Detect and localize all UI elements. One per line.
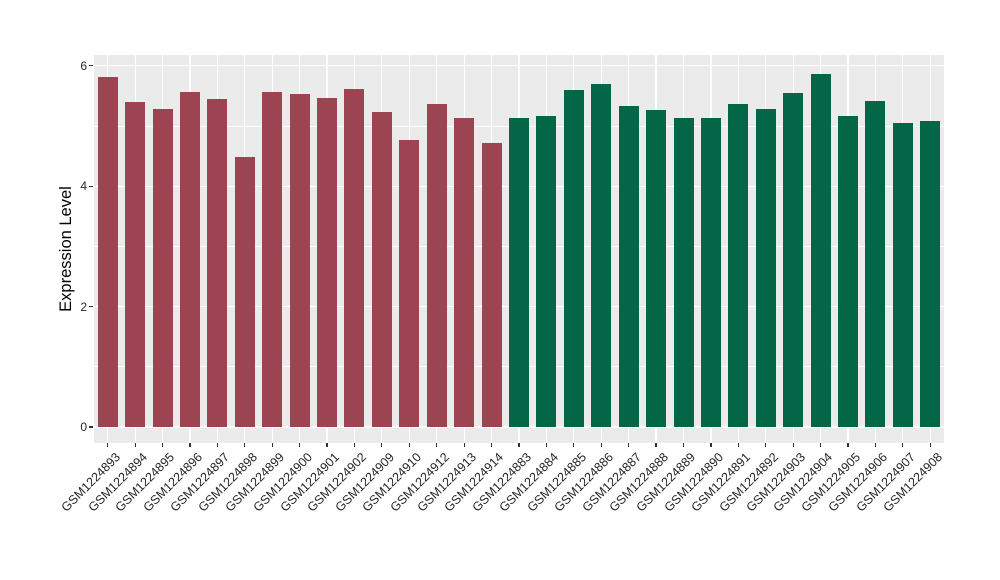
bar-GSM1224886 <box>591 84 612 427</box>
y-tick-label: 4 <box>80 179 87 194</box>
bar-GSM1224885 <box>563 89 584 427</box>
y-tick-label: 2 <box>80 299 87 314</box>
y-tick-mark <box>89 65 93 67</box>
x-tick-mark <box>929 443 931 447</box>
x-tick-mark <box>161 443 164 447</box>
y-tick-mark <box>89 426 93 428</box>
bar-GSM1224898 <box>234 156 255 427</box>
x-tick-mark <box>271 443 273 447</box>
bar-GSM1224890 <box>700 117 721 427</box>
bar-GSM1224888 <box>646 109 667 427</box>
bar-GSM1224913 <box>454 118 475 427</box>
x-tick-mark <box>765 443 767 447</box>
x-tick-mark <box>353 443 356 447</box>
bar-GSM1224897 <box>207 98 228 427</box>
bar-GSM1224887 <box>618 106 639 427</box>
x-tick-mark <box>299 443 301 447</box>
x-tick-mark <box>134 443 136 447</box>
x-tick-mark <box>107 443 109 447</box>
bar-GSM1224910 <box>399 139 420 427</box>
y-tick-mark <box>89 306 93 308</box>
x-tick-mark <box>655 443 657 447</box>
bar-GSM1224908 <box>920 120 941 427</box>
x-tick-mark <box>545 443 547 447</box>
x-tick-mark <box>792 443 794 447</box>
x-tick-mark <box>216 443 218 447</box>
bar-GSM1224907 <box>892 122 913 427</box>
bar-GSM1224901 <box>317 97 338 427</box>
x-tick-mark <box>189 443 191 447</box>
bar-GSM1224902 <box>344 88 365 427</box>
x-tick-mark <box>381 443 383 447</box>
x-tick-mark <box>902 443 904 447</box>
x-tick-mark <box>463 443 465 447</box>
gridline-major <box>94 65 944 67</box>
x-tick-mark <box>490 443 493 447</box>
x-tick-mark <box>820 443 822 447</box>
bar-GSM1224909 <box>371 112 392 427</box>
x-tick-mark <box>600 443 602 447</box>
x-tick-mark <box>573 443 575 447</box>
y-axis-title: Expression Level <box>57 186 75 312</box>
bar-GSM1224894 <box>125 101 146 427</box>
x-tick-mark <box>326 443 328 447</box>
bar-GSM1224884 <box>536 115 557 427</box>
y-tick-mark <box>89 185 93 187</box>
x-tick-mark <box>244 443 246 447</box>
x-tick-mark <box>847 443 849 447</box>
x-tick-mark <box>710 443 712 447</box>
bar-GSM1224914 <box>481 143 502 427</box>
bar-GSM1224892 <box>755 109 776 427</box>
bar-GSM1224906 <box>865 101 886 427</box>
bar-GSM1224905 <box>838 115 859 427</box>
bar-GSM1224903 <box>783 93 804 427</box>
x-tick-mark <box>628 443 630 447</box>
bar-GSM1224895 <box>152 109 173 427</box>
bar-GSM1224912 <box>426 103 447 427</box>
y-tick-label: 0 <box>80 420 87 434</box>
plot-panel <box>94 55 944 443</box>
x-tick-mark <box>737 443 739 447</box>
x-tick-mark <box>436 443 438 447</box>
bar-GSM1224904 <box>810 74 831 427</box>
bar-GSM1224891 <box>728 103 749 427</box>
bar-GSM1224900 <box>289 94 310 427</box>
x-tick-mark <box>682 443 685 447</box>
bar-GSM1224896 <box>179 92 200 427</box>
bar-GSM1224893 <box>97 76 118 427</box>
gridline-major <box>94 426 944 428</box>
x-tick-mark <box>518 443 520 447</box>
bar-GSM1224883 <box>509 117 529 427</box>
bar-GSM1224899 <box>262 92 283 427</box>
bar-GSM1224889 <box>673 118 694 427</box>
y-tick-label: 6 <box>80 58 87 73</box>
x-tick-mark <box>874 443 877 447</box>
x-tick-mark <box>408 443 410 447</box>
